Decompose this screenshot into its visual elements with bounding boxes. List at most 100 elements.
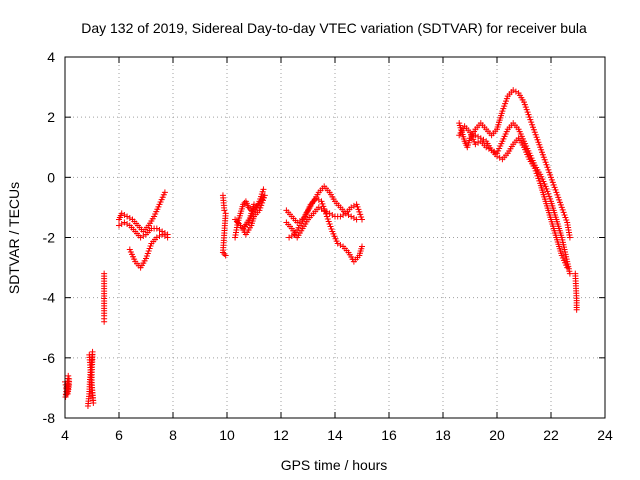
- data-point: [156, 226, 163, 233]
- data-point: [140, 232, 147, 239]
- data-point: [328, 225, 335, 232]
- data-point: [86, 351, 93, 358]
- data-point: [503, 98, 509, 105]
- data-point: [548, 174, 554, 181]
- x-tick-label: 10: [219, 427, 235, 443]
- data-point: [548, 176, 555, 183]
- data-point: [527, 116, 534, 123]
- data-point: [531, 129, 538, 136]
- data-point: [315, 196, 322, 203]
- x-tick-label: 24: [597, 427, 613, 443]
- data-point: [559, 206, 566, 213]
- data-point: [323, 213, 330, 220]
- data-point: [557, 199, 563, 206]
- data-point: [564, 264, 571, 271]
- data-point: [536, 141, 543, 148]
- data-point: [124, 220, 131, 227]
- data-point: [355, 206, 362, 213]
- data-point: [503, 95, 510, 102]
- data-point: [566, 234, 573, 241]
- data-point: [325, 218, 332, 225]
- data-point: [337, 213, 344, 220]
- data-point: [153, 225, 160, 232]
- data-point: [543, 185, 550, 192]
- y-axis-label: SDTVAR / TECUs: [6, 182, 22, 294]
- data-point: [555, 194, 562, 201]
- data-point: [350, 202, 357, 209]
- data-point: [323, 210, 329, 217]
- data-point: [480, 136, 487, 143]
- grid: [65, 57, 605, 418]
- data-point: [164, 234, 171, 241]
- x-axis-label: GPS time / hours: [281, 457, 388, 473]
- data-point: [322, 208, 329, 215]
- data-point: [348, 213, 355, 220]
- data-point: [532, 131, 539, 138]
- data-point: [221, 251, 228, 258]
- data-point: [526, 114, 533, 121]
- data-point: [161, 232, 168, 239]
- data-point: [500, 105, 507, 112]
- y-tick-label: -6: [43, 350, 56, 366]
- x-tick-label: 14: [327, 427, 343, 443]
- data-point: [540, 154, 547, 161]
- x-tick-label: 6: [115, 427, 123, 443]
- data-point: [538, 146, 545, 153]
- data-point: [545, 166, 552, 173]
- data-point: [541, 156, 548, 163]
- data-point: [256, 207, 263, 214]
- data-point: [544, 164, 551, 171]
- data-point: [543, 161, 550, 168]
- data-point: [545, 190, 552, 197]
- data-point: [121, 219, 128, 226]
- data-point: [359, 216, 365, 223]
- data-point: [528, 119, 535, 126]
- data-point: [558, 204, 565, 211]
- data-point: [118, 220, 125, 227]
- data-point: [116, 222, 122, 229]
- data-point: [221, 207, 228, 214]
- data-point: [475, 139, 482, 146]
- data-point: [359, 243, 365, 250]
- data-point: [534, 136, 541, 143]
- data-point: [529, 121, 536, 128]
- data-point: [320, 203, 327, 210]
- data-point: [101, 318, 108, 325]
- data-point: [288, 232, 295, 239]
- data-point: [156, 232, 163, 239]
- data-point: [566, 270, 573, 277]
- data-point: [556, 196, 563, 203]
- x-tick-label: 4: [61, 427, 69, 443]
- data-point: [539, 149, 545, 156]
- data-point: [144, 250, 151, 257]
- chart-title: Day 132 of 2019, Sidereal Day-to-day VTE…: [81, 20, 587, 36]
- y-tick-label: 2: [47, 109, 55, 125]
- x-tick-label: 16: [381, 427, 397, 443]
- data-point: [501, 103, 508, 110]
- data-point: [521, 99, 527, 106]
- data-point: [535, 139, 542, 146]
- y-tick-label: -8: [43, 410, 56, 426]
- data-point: [536, 177, 543, 184]
- data-point: [354, 203, 361, 210]
- data-point: [512, 88, 519, 95]
- data-point: [546, 193, 553, 200]
- data-point: [321, 205, 328, 212]
- data-point: [549, 179, 556, 186]
- data-point: [126, 214, 133, 221]
- data-point: [546, 169, 553, 176]
- data-point: [251, 201, 257, 208]
- data-point: [553, 189, 560, 196]
- data-point: [327, 223, 334, 230]
- data-point: [143, 255, 149, 262]
- data-point: [496, 154, 503, 161]
- data-point: [356, 208, 363, 215]
- data-point: [524, 109, 531, 116]
- data-point: [499, 108, 506, 115]
- data-point: [533, 170, 540, 177]
- data-point: [525, 111, 532, 118]
- data-point: [547, 195, 554, 202]
- data-point: [521, 101, 528, 108]
- data-point: [552, 186, 559, 193]
